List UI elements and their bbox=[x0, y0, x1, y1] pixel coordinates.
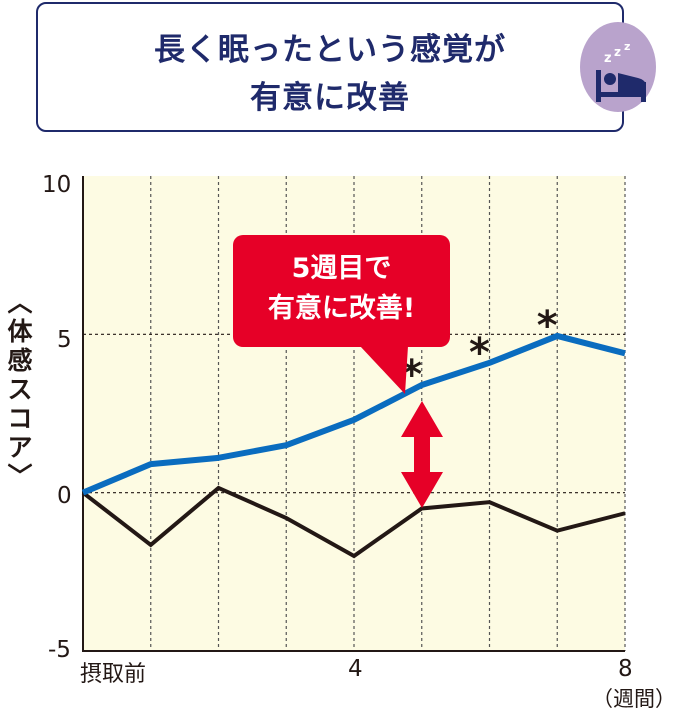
svg-text:z: z bbox=[624, 40, 630, 53]
y-tick-5: 5 bbox=[57, 327, 72, 353]
callout-line-1: 5週目で bbox=[291, 253, 392, 284]
svg-text:*: * bbox=[537, 303, 558, 349]
y-title-char: ア bbox=[7, 433, 33, 462]
svg-text:z: z bbox=[614, 45, 621, 59]
x-tick-baseline: 摂取前 bbox=[80, 662, 147, 687]
callout-tail bbox=[360, 346, 408, 394]
title-line-1: 長く眠ったという感覚が bbox=[154, 32, 506, 68]
y-title-char: 体 bbox=[7, 317, 33, 346]
y-axis-title: ︿ 体 感 ス コ ア ﹀ bbox=[6, 288, 34, 491]
title-panel: 長く眠ったという感覚が 有意に改善 bbox=[36, 2, 624, 132]
y-tick-minus5: -5 bbox=[48, 637, 71, 663]
svg-text:z: z bbox=[604, 51, 612, 66]
test-group-line bbox=[81, 332, 626, 496]
y-tick-0: 0 bbox=[57, 483, 72, 509]
y-title-char: ス bbox=[7, 375, 33, 404]
y-title-char: ﹀ bbox=[7, 462, 33, 491]
svg-text:*: * bbox=[469, 330, 490, 376]
callout-line-2: 有意に改善! bbox=[267, 293, 416, 324]
x-axis-unit: （週間） bbox=[592, 687, 676, 711]
placebo-line bbox=[81, 485, 626, 559]
title-line-2: 有意に改善 bbox=[250, 80, 410, 116]
y-title-char: コ bbox=[7, 404, 33, 433]
y-title-char: 感 bbox=[7, 346, 33, 375]
significance-callout: 5週目で 有意に改善! bbox=[233, 235, 450, 347]
y-title-char: ︿ bbox=[7, 288, 33, 317]
x-tick-8: 8 bbox=[618, 656, 633, 682]
y-tick-10: 10 bbox=[42, 172, 72, 198]
sleeping-in-bed-icon: z z z bbox=[580, 22, 656, 112]
double-arrow-icon bbox=[401, 401, 443, 508]
x-tick-4: 4 bbox=[348, 656, 363, 682]
